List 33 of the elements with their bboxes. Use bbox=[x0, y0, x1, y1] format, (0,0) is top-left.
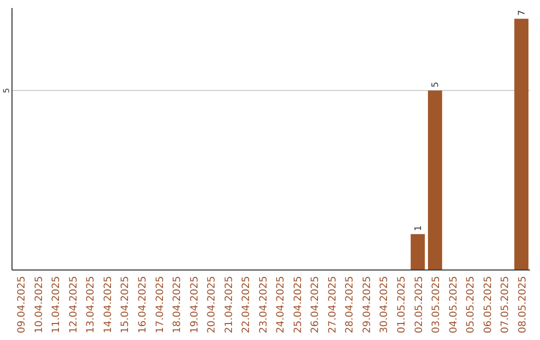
x-tick-label: 12.04.2025 bbox=[68, 276, 80, 334]
data-label: 7 bbox=[517, 10, 528, 16]
data-label: 5 bbox=[431, 82, 442, 88]
x-tick-label: 30.04.2025 bbox=[379, 276, 390, 334]
x-tick-label: 09.04.2025 bbox=[16, 276, 28, 334]
x-tick-label: 17.04.2025 bbox=[154, 276, 166, 334]
x-tick-label: 23.04.2025 bbox=[258, 276, 270, 334]
x-tick-label: 10.04.2025 bbox=[34, 276, 45, 334]
x-tick-label: 13.04.2025 bbox=[86, 276, 97, 334]
x-tick-label: 14.04.2025 bbox=[102, 276, 114, 334]
x-tick-label: 29.04.2025 bbox=[362, 276, 373, 334]
x-tick-label: 25.04.2025 bbox=[292, 276, 304, 334]
x-tick-label: 01.05.2025 bbox=[396, 276, 408, 334]
x-tick-label: 27.04.2025 bbox=[327, 276, 338, 334]
x-tick-label: 26.04.2025 bbox=[310, 276, 322, 334]
x-tick-label: 03.05.2025 bbox=[431, 276, 442, 334]
x-tick-label: 16.04.2025 bbox=[138, 276, 148, 334]
data-label: 1 bbox=[414, 225, 424, 232]
x-tick-label: 08.05.2025 bbox=[517, 276, 528, 334]
x-tick-label: 21.04.2025 bbox=[224, 276, 235, 334]
x-tick-label: 18.04.2025 bbox=[172, 276, 184, 334]
x-tick-label: 24.04.2025 bbox=[276, 276, 287, 334]
x-tick-label: 15.04.2025 bbox=[120, 276, 132, 334]
x-tick-label: 04.05.2025 bbox=[448, 276, 460, 334]
x-tick-label: 05.05.2025 bbox=[466, 276, 477, 334]
x-tick-label: 02.05.2025 bbox=[414, 276, 425, 334]
x-tick-label: 22.04.2025 bbox=[241, 276, 252, 334]
x-tick-label: 11.04.2025 bbox=[51, 276, 62, 334]
x-tick-label: 20.04.2025 bbox=[206, 276, 218, 334]
x-tick-label: 19.04.2025 bbox=[189, 276, 200, 334]
x-tick-label: 28.04.2025 bbox=[344, 276, 356, 334]
x-tick-label: 06.05.2025 bbox=[482, 276, 494, 334]
x-tick-label: 07.05.2025 bbox=[500, 276, 512, 334]
